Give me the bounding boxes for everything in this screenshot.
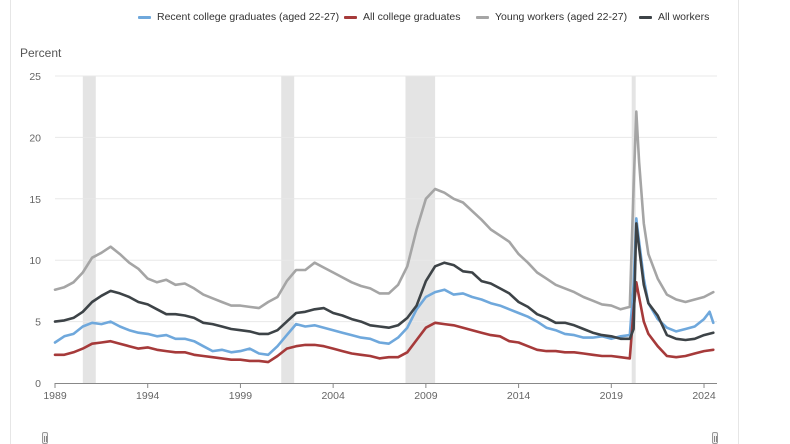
legend-item-all-workers[interactable]: All workers (639, 11, 709, 23)
x-tick-label: 1999 (229, 390, 253, 402)
recession-band-3 (405, 76, 436, 383)
x-tick-label: 2024 (692, 390, 716, 402)
y-tick-label: 0 (35, 378, 41, 390)
range-slider-left-handle[interactable] (42, 432, 48, 444)
y-tick-label: 25 (29, 71, 41, 83)
chart-legend: Recent college graduates (aged 22-27) Al… (0, 11, 790, 27)
recession-bands (82, 76, 636, 383)
x-tick-label: 2004 (321, 390, 345, 402)
legend-swatch-recent-college-graduates (138, 15, 151, 19)
recession-band-2 (281, 76, 295, 383)
x-tick-label: 1994 (136, 390, 160, 402)
series-line-young-workers (53, 110, 715, 311)
x-tick-label: 2019 (600, 390, 624, 402)
x-tick-label: 2009 (414, 390, 438, 402)
x-tick-label: 2014 (507, 390, 531, 402)
legend-swatch-young-workers (476, 15, 489, 19)
legend-label-all-workers: All workers (658, 11, 710, 23)
gridlines (55, 75, 717, 323)
y-tick-label: 20 (29, 132, 41, 144)
legend-item-all-college-graduates[interactable]: All college graduates (344, 11, 460, 23)
legend-item-recent-college-graduates[interactable]: Recent college graduates (aged 22-27) (138, 11, 339, 23)
y-tick-label: 5 (35, 317, 41, 329)
y-axis-title: Percent (20, 46, 62, 60)
legend-swatch-all-workers (639, 15, 652, 19)
chart-frame-right-edge (738, 0, 739, 444)
series-line-all-workers (53, 222, 715, 342)
x-tick-label: 1989 (43, 390, 67, 402)
legend-label-young-workers: Young workers (aged 22-27) (495, 11, 628, 23)
legend-swatch-all-college-graduates (344, 15, 357, 19)
legend-label-all-college-graduates: All college graduates (363, 11, 461, 23)
y-tick-label: 15 (29, 194, 41, 206)
legend-label-recent-college-graduates: Recent college graduates (aged 22-27) (157, 11, 340, 23)
chart-frame-left-edge (10, 0, 11, 444)
axes: 0 5 10 15 20 25 1989 1994 1999 2004 2009 2014 2019 20… (29, 71, 717, 402)
range-slider-right-handle[interactable] (712, 432, 718, 444)
series-line-all-grads (53, 281, 715, 364)
recession-band-4 (631, 76, 636, 383)
legend-item-young-workers[interactable]: Young workers (aged 22-27) (476, 11, 627, 23)
y-tick-label: 10 (29, 255, 41, 267)
recession-band-1 (82, 76, 96, 383)
series-line-recent-grads (53, 217, 715, 357)
series-lines (53, 110, 715, 364)
